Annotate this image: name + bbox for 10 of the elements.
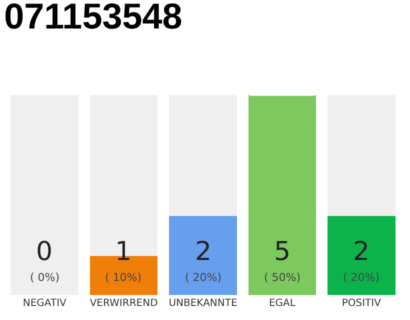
data-label: 2 ( 20%) — [343, 237, 380, 284]
data-label: 2 ( 20%) — [185, 237, 222, 284]
chart-title: 071153548 — [4, 0, 182, 36]
data-label: 0 ( 0%) — [30, 237, 60, 284]
data-label: 5 ( 50%) — [264, 237, 301, 284]
x-tick-label: UNBEKANNTE — [168, 298, 238, 309]
x-tick-label: POSITIV — [342, 298, 382, 309]
x-tick-label: VERWIRREND — [90, 298, 158, 309]
x-tick-label: NEGATIV — [22, 298, 67, 309]
x-tick-label: EGAL — [268, 298, 296, 309]
